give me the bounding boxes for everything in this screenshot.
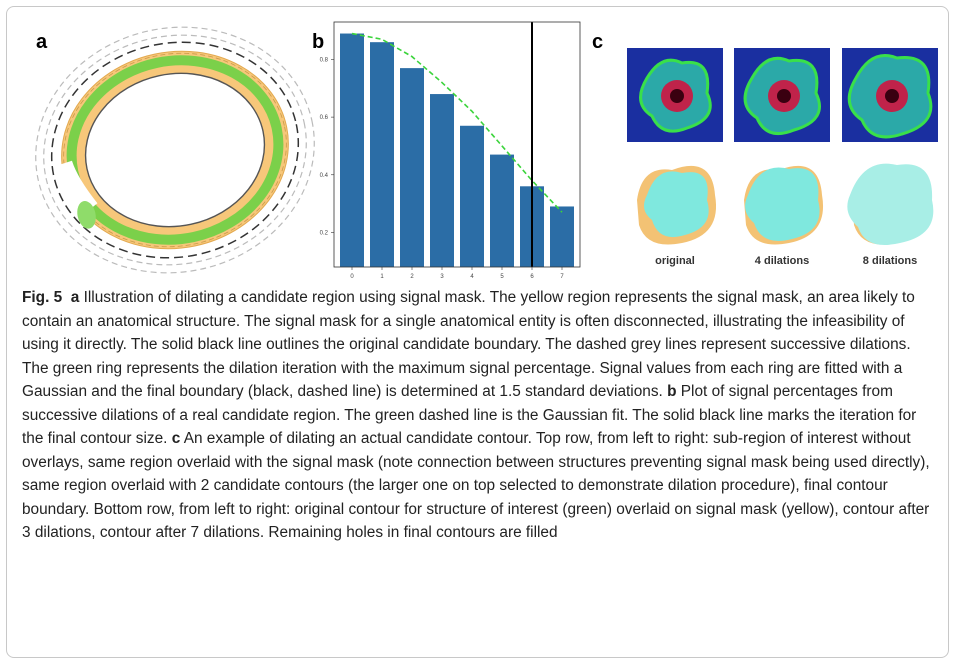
panel-label: b [312,31,324,53]
y-tick-label: 0.4 [320,173,329,179]
image-row [627,48,938,245]
caption-bold: c [172,430,181,447]
image-label: 4 dilations [755,255,809,267]
x-tick-label: 1 [380,274,384,280]
x-tick-label: 5 [500,274,504,280]
figure: a b c original 4 dilations 8 dilations 0.2 0… [0,0,957,285]
x-tick-label: 2 [410,274,414,280]
bar [340,34,364,267]
caption-bold: b [667,383,676,400]
bar [430,94,454,267]
page: a b c original 4 dilations 8 dilations 0.2 0… [0,0,957,666]
panel-label: c [592,31,603,53]
image-label: original [655,255,695,267]
bar [550,206,574,267]
y-tick-label: 0.6 [320,115,329,121]
bar [490,155,514,267]
x-tick-label: 4 [470,274,474,280]
y-tick-label: 0.2 [320,230,329,236]
caption-text [62,289,71,306]
caption-bold: Fig. 5 [22,289,62,306]
y-tick-label: 0.8 [320,57,329,63]
dilation-diagram [13,2,338,285]
x-tick-label: 3 [440,274,444,280]
bar [370,42,394,267]
x-tick-label: 6 [530,274,534,280]
image-label: 8 dilations [863,255,917,267]
x-tick-label: 7 [560,274,564,280]
x-tick-label: 0 [350,274,354,280]
panel-label: a [36,31,48,53]
figure-caption: Fig. 5 a Illustration of dilating a cand… [22,286,934,545]
bar [460,126,484,267]
bar [400,68,424,267]
